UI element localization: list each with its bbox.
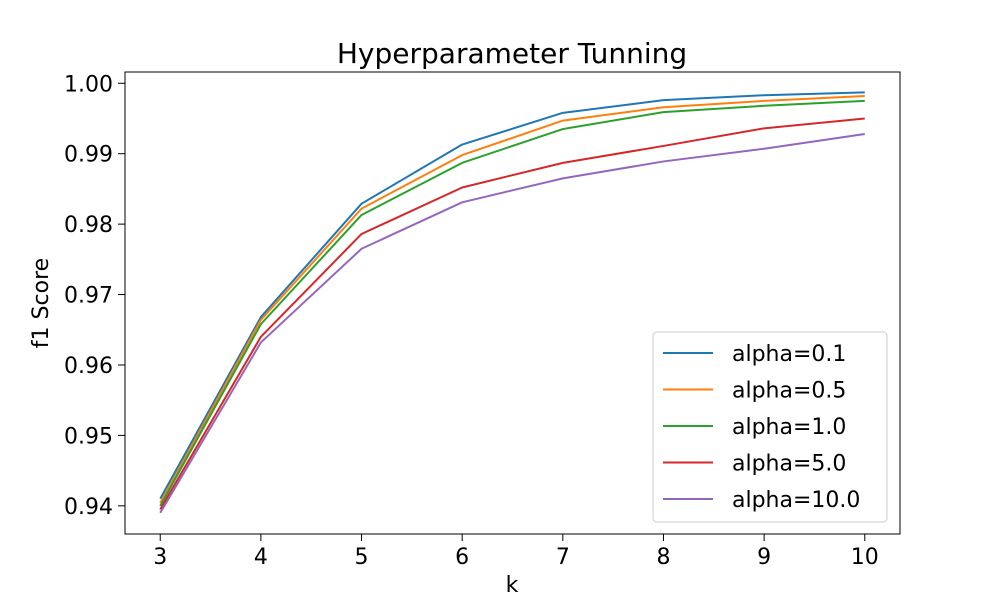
x-axis-label: k	[506, 573, 519, 598]
x-tick-label: 5	[355, 545, 369, 570]
legend: alpha=0.1 alpha=0.5 alpha=1.0 alpha=5.0 alph…	[652, 331, 888, 523]
series-line-3	[159, 117, 865, 510]
y-tick-label: 0.96	[64, 354, 113, 379]
series-line-2	[159, 99, 865, 507]
y-tick-label: 1.00	[64, 72, 113, 97]
plot-area: 3 4 5 6 7 8 9 10 0.94 0.95 0.96 0.97 0.98 0.99 1.00	[64, 71, 901, 570]
legend-label-3: alpha=5.0	[732, 452, 846, 477]
axes-frame	[124, 71, 901, 535]
legend-label-2: alpha=1.0	[732, 415, 846, 440]
y-tick-label: 0.98	[64, 213, 113, 238]
x-tick-label: 10	[851, 545, 879, 570]
y-tick-label: 0.95	[64, 424, 113, 449]
x-tick-label: 4	[254, 545, 268, 570]
legend-box	[652, 331, 888, 523]
series-line-4	[159, 132, 865, 514]
x-tick-label: 6	[455, 545, 469, 570]
x-tick-label: 8	[656, 545, 670, 570]
x-tick-label: 3	[153, 545, 167, 570]
y-axis-label: f1 Score	[29, 258, 54, 348]
chart-title: Hyperparameter Tunning	[337, 37, 687, 70]
legend-label-4: alpha=10.0	[732, 488, 860, 513]
legend-label-0: alpha=0.1	[732, 342, 846, 367]
legend-label-1: alpha=0.5	[732, 379, 846, 404]
y-tick-label: 0.97	[64, 284, 113, 309]
series-line-0	[159, 91, 865, 500]
series-line-1	[159, 94, 865, 504]
y-tick-label: 0.99	[64, 143, 113, 168]
x-tick-label: 9	[757, 545, 771, 570]
y-tick-label: 0.94	[64, 495, 113, 520]
x-tick-label: 7	[556, 545, 570, 570]
